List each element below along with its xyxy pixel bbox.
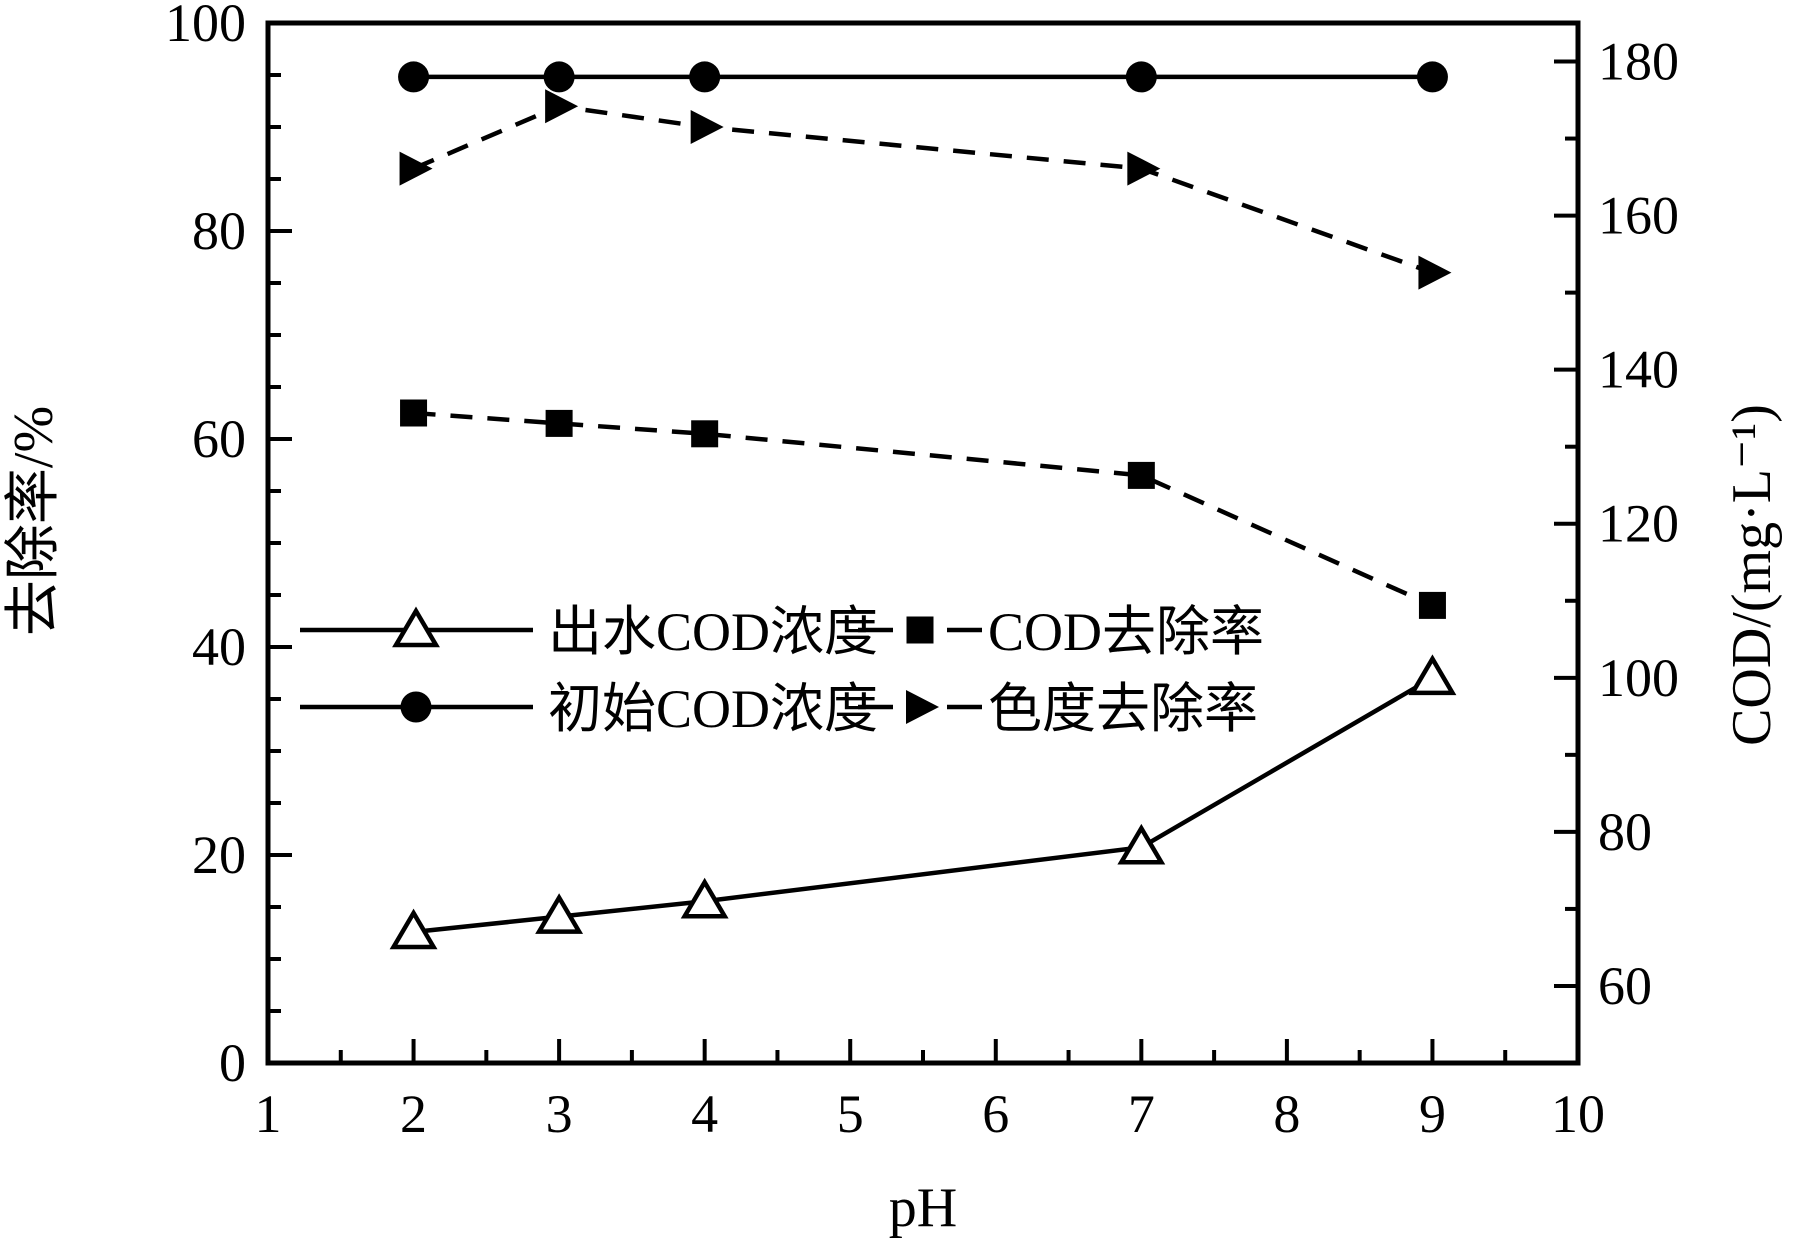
legend-marker — [906, 616, 934, 644]
right-tick-label: 80 — [1598, 802, 1652, 862]
right-tick-label: 100 — [1598, 648, 1679, 708]
left-tick-label: 60 — [192, 409, 246, 469]
legend-layer — [300, 606, 982, 724]
x-tick-label: 1 — [255, 1084, 282, 1144]
series-marker — [1416, 61, 1448, 93]
left-tick-label: 100 — [165, 0, 246, 53]
series-marker — [398, 61, 430, 93]
series-marker — [1117, 823, 1166, 865]
x-axis-title: pH — [889, 1177, 957, 1239]
x-tick-label: 5 — [837, 1084, 864, 1144]
right-tick-label: 140 — [1598, 340, 1679, 400]
axes-layer: 1 2 3 4 5 6 7 8 9 1002040608010060801001201401601… — [165, 0, 1679, 1144]
x-tick-label: 6 — [982, 1084, 1009, 1144]
left-y-axis-title: 去除率/% — [3, 406, 65, 636]
legend-marker — [906, 690, 939, 724]
series-marker — [1408, 654, 1457, 696]
left-tick-label: 20 — [192, 825, 246, 885]
series-line — [413, 410, 1434, 608]
series-marker — [1418, 591, 1446, 619]
plot-frame — [265, 20, 1581, 1066]
series-marker — [1127, 461, 1155, 489]
series-marker — [389, 908, 438, 950]
series-marker — [691, 420, 719, 448]
x-tick-label: 8 — [1273, 1084, 1300, 1144]
right-tick-label: 180 — [1598, 32, 1679, 92]
x-tick-label: 4 — [691, 1084, 718, 1144]
series-marker — [1418, 255, 1452, 290]
series-marker — [1125, 61, 1157, 93]
series-marker — [689, 61, 721, 93]
x-tick-label: 10 — [1551, 1084, 1605, 1144]
series-marker — [545, 89, 579, 124]
series-marker — [680, 877, 729, 919]
x-tick-label: 2 — [400, 1084, 427, 1144]
x-tick-label: 7 — [1128, 1084, 1155, 1144]
series-line — [412, 103, 1434, 275]
legend-marker — [392, 606, 440, 648]
series-marker — [690, 110, 724, 144]
series-marker — [545, 409, 573, 437]
left-tick-label: 80 — [192, 201, 246, 261]
legend-marker — [400, 691, 432, 723]
x-tick-label: 9 — [1419, 1084, 1446, 1144]
series-marker — [1127, 151, 1161, 186]
series-marker — [400, 399, 428, 427]
series-marker — [399, 151, 433, 186]
right-tick-label: 60 — [1598, 956, 1652, 1016]
series-marker — [543, 61, 575, 93]
series-layer — [389, 61, 1457, 950]
legend-label-chroma-removal: 色度去除率 — [988, 679, 1258, 739]
legend-label-cod-removal: COD去除率 — [988, 602, 1264, 662]
left-tick-label: 0 — [219, 1033, 246, 1093]
right-tick-label: 160 — [1598, 186, 1679, 246]
x-tick-label: 3 — [546, 1084, 573, 1144]
series-marker — [535, 893, 584, 934]
left-tick-label: 40 — [192, 617, 246, 677]
legend-label-initial-cod: 初始COD浓度 — [548, 679, 878, 739]
right-tick-label: 120 — [1598, 494, 1679, 554]
legend-label-effluent-cod: 出水COD浓度 — [548, 602, 878, 662]
right-y-axis-title: COD/(mg·L⁻¹) — [1721, 404, 1783, 746]
